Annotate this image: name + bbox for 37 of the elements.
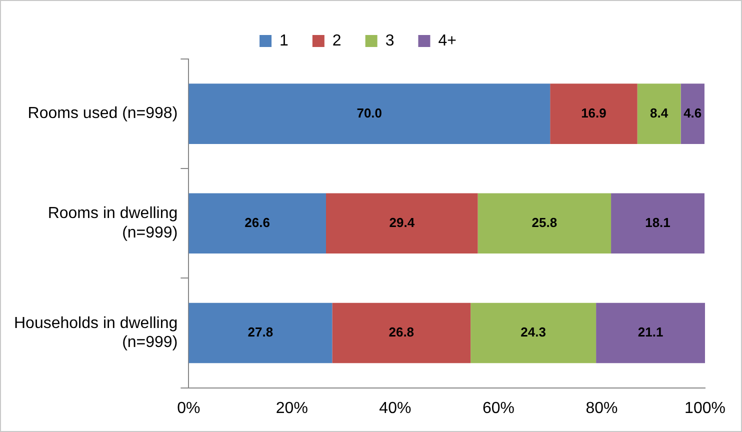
bar: [550, 84, 638, 144]
bar: [611, 193, 704, 254]
x-tick-label: 40%: [379, 400, 412, 417]
x-tick-label: 20%: [276, 400, 308, 417]
bar: [470, 302, 596, 364]
data-label: 26.8: [388, 324, 414, 340]
bar: [637, 84, 681, 144]
y-tick-label: Households in dwelling (n=999): [14, 314, 178, 352]
x-tick-label: 60%: [482, 400, 514, 417]
data-label: 25.8: [532, 214, 558, 230]
data-label: 4.6: [684, 105, 702, 120]
x-tick-label: 80%: [586, 400, 618, 417]
legend-label: 2: [332, 32, 342, 50]
data-label: 21.1: [638, 324, 664, 340]
bar: [680, 84, 704, 144]
legend-label: 3: [385, 32, 394, 50]
bar: [188, 84, 550, 144]
data-label: 18.1: [645, 214, 670, 230]
data-label: 29.4: [389, 214, 416, 230]
bar: [326, 193, 478, 254]
bar: [332, 302, 471, 364]
legend-label: 1: [280, 32, 289, 50]
x-tick-label: 100%: [684, 400, 726, 417]
data-label: 26.6: [244, 214, 270, 230]
x-tick-label: 0%: [177, 400, 200, 417]
data-label: 24.3: [520, 324, 546, 340]
data-label: 70.0: [356, 105, 382, 120]
bar: [188, 193, 326, 254]
legend-label: 4+: [438, 32, 456, 50]
data-label: 27.8: [248, 324, 274, 340]
bar: [188, 302, 332, 364]
bar: [596, 302, 705, 364]
y-tick-label: Rooms in dwelling (n=999): [48, 205, 178, 242]
y-tick-label: Rooms used (n=998): [28, 105, 178, 122]
data-label: 8.4: [650, 105, 669, 120]
bar: [478, 193, 612, 254]
data-label: 16.9: [581, 105, 606, 120]
